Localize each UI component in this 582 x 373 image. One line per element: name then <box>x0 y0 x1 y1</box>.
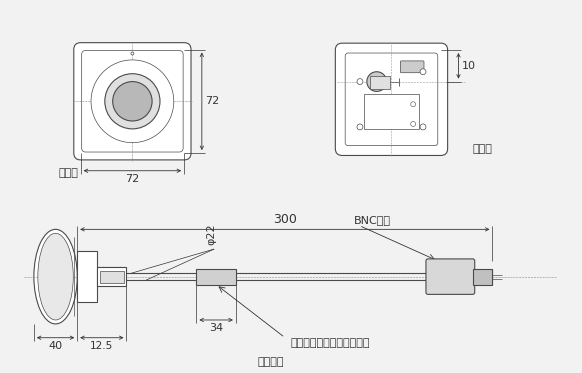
FancyBboxPatch shape <box>426 259 475 294</box>
Bar <box>370 76 389 90</box>
Circle shape <box>420 124 426 130</box>
Ellipse shape <box>38 233 73 320</box>
Circle shape <box>411 102 416 107</box>
Text: 右側面図: 右側面図 <box>257 357 283 367</box>
Bar <box>97 267 126 286</box>
Circle shape <box>367 72 386 91</box>
Circle shape <box>105 74 160 129</box>
Text: 40: 40 <box>48 341 63 351</box>
Bar <box>100 271 123 283</box>
FancyBboxPatch shape <box>400 61 424 73</box>
FancyBboxPatch shape <box>74 43 191 160</box>
Text: BNC端子: BNC端子 <box>354 216 391 225</box>
Text: 正面図: 正面図 <box>59 168 79 178</box>
Bar <box>473 269 492 285</box>
Bar <box>364 94 419 129</box>
Circle shape <box>420 69 426 75</box>
Bar <box>197 269 236 285</box>
Text: 34: 34 <box>209 323 223 333</box>
Text: 300: 300 <box>273 213 297 226</box>
Circle shape <box>91 60 174 142</box>
FancyBboxPatch shape <box>335 43 448 156</box>
Circle shape <box>372 78 381 85</box>
Ellipse shape <box>34 229 77 324</box>
Text: φ22: φ22 <box>206 223 216 245</box>
Text: 72: 72 <box>125 174 140 184</box>
Text: 10: 10 <box>462 61 475 71</box>
Text: 12.5: 12.5 <box>90 341 113 351</box>
Circle shape <box>113 82 152 121</box>
Text: 72: 72 <box>205 96 219 106</box>
Bar <box>77 251 97 302</box>
Text: フェライトコア（付属品）: フェライトコア（付属品） <box>290 338 370 348</box>
Text: 背面図: 背面図 <box>472 144 492 154</box>
Circle shape <box>131 52 134 55</box>
Circle shape <box>357 124 363 130</box>
FancyBboxPatch shape <box>81 51 183 152</box>
FancyBboxPatch shape <box>345 53 438 145</box>
Circle shape <box>357 79 363 85</box>
Circle shape <box>411 122 416 126</box>
